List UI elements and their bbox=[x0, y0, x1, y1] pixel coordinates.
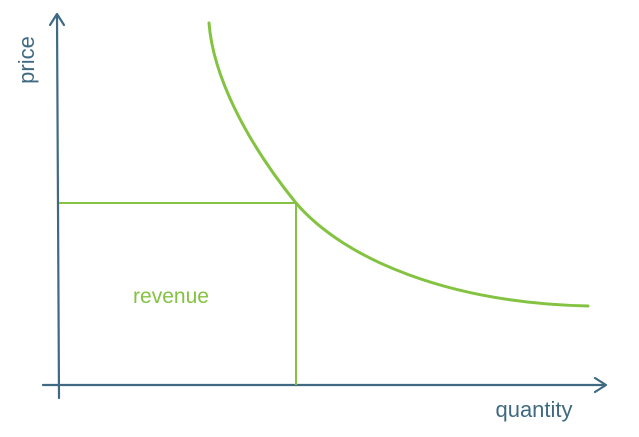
arrow-right-icon bbox=[593, 376, 608, 394]
y-axis bbox=[55, 14, 61, 400]
demand-curve bbox=[207, 21, 590, 308]
arrow-up-icon bbox=[48, 12, 66, 27]
revenue-label: revenue bbox=[133, 285, 209, 308]
x-axis-label: quantity bbox=[495, 397, 572, 422]
y-axis-label: price bbox=[14, 36, 39, 84]
